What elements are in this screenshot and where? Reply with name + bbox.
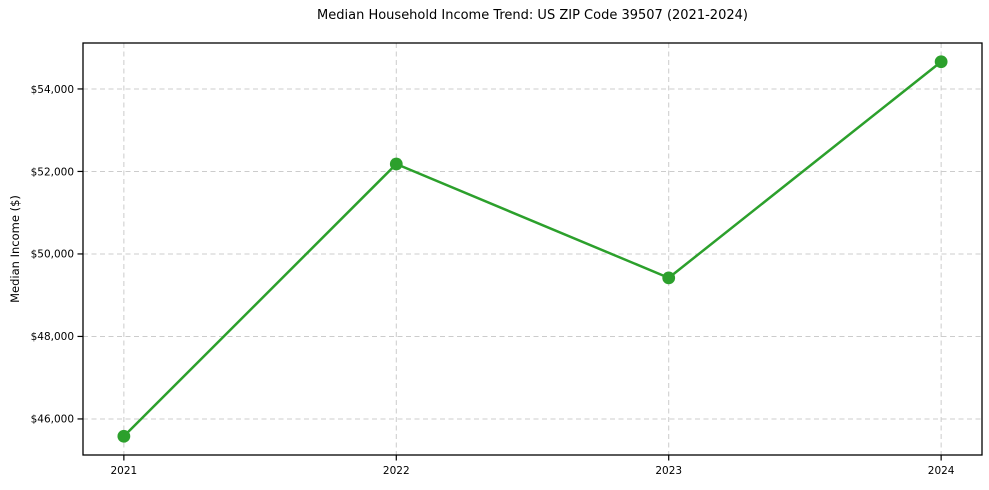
y-tick-label: $48,000 (31, 331, 74, 343)
data-point-2024 (934, 55, 948, 69)
x-tick-label: 2022 (383, 465, 410, 477)
x-tick-label: 2021 (110, 465, 137, 477)
data-point-2023 (662, 271, 676, 285)
plot-border (82, 42, 983, 456)
chart-title: Median Household Income Trend: US ZIP Co… (317, 8, 748, 23)
x-tick-label: 2023 (655, 465, 682, 477)
trend-line (122, 60, 943, 438)
x-tick-label: 2024 (928, 465, 955, 477)
data-point-2021 (117, 429, 131, 443)
data-point-2022 (389, 157, 403, 171)
y-tick-label: $54,000 (31, 84, 74, 96)
y-tick-label: $52,000 (31, 166, 74, 178)
y-tick-label: $46,000 (31, 414, 74, 426)
y-tick-label: $50,000 (31, 249, 74, 261)
